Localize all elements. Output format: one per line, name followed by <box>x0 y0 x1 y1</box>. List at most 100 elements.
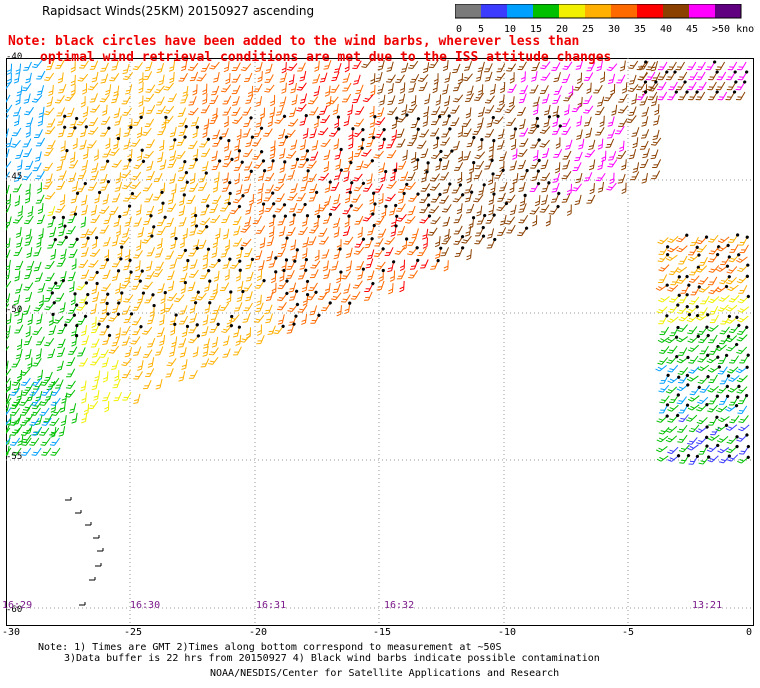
wind-barb <box>497 128 505 140</box>
wind-barb <box>658 384 670 393</box>
wind-barb <box>82 148 89 160</box>
wind-barb <box>410 95 417 107</box>
wind-barb <box>333 226 340 238</box>
wind-barb <box>231 62 241 72</box>
wind-barb <box>37 282 46 293</box>
wind-barb <box>347 104 354 116</box>
wind-barb <box>308 282 318 292</box>
wind-barb <box>66 225 76 235</box>
wind-barb <box>399 259 405 271</box>
wind-barb <box>219 302 230 311</box>
wind-barb <box>121 336 130 346</box>
wind-barb <box>616 150 627 159</box>
wind-barb <box>108 312 120 322</box>
wind-barb <box>226 290 233 304</box>
wind-barb <box>113 214 122 228</box>
wind-barb <box>67 212 78 224</box>
wind-barb <box>344 301 352 315</box>
wind-barb <box>211 336 219 348</box>
wind-barb <box>242 106 252 116</box>
wind-map <box>6 58 754 626</box>
wind-barb <box>79 60 89 69</box>
wind-barb <box>81 247 89 257</box>
wind-barb <box>25 117 34 128</box>
wind-barb <box>417 74 429 82</box>
wind-barb <box>11 358 21 368</box>
wind-barb <box>220 84 232 93</box>
wind-barb <box>24 236 33 246</box>
wind-barb <box>405 181 416 190</box>
wind-barb <box>430 216 441 225</box>
wind-barb <box>519 138 529 147</box>
wind-barb <box>142 281 153 290</box>
wind-barb <box>120 280 131 289</box>
wind-barb <box>69 403 77 414</box>
wind-barb <box>248 194 254 206</box>
wind-barb <box>487 228 495 239</box>
wind-barb <box>530 116 539 129</box>
wind-barb <box>259 237 266 249</box>
wind-barb <box>212 304 221 315</box>
wind-barb <box>209 313 218 323</box>
wind-barb <box>149 303 156 317</box>
wind-barb <box>310 313 321 324</box>
wind-barb <box>158 74 165 86</box>
wind-barb <box>6 293 11 304</box>
wind-barb <box>287 192 298 201</box>
wind-barb <box>236 129 242 141</box>
wind-barb <box>485 213 496 224</box>
wind-barb <box>13 294 21 306</box>
wind-barb <box>161 115 168 129</box>
wind-barb <box>737 294 750 304</box>
colorbar-swatch <box>689 4 715 18</box>
wind-barb <box>302 237 310 248</box>
wind-barb <box>46 118 56 128</box>
wind-barb <box>583 95 593 105</box>
wind-barb <box>231 107 241 116</box>
wind-barb <box>450 117 460 127</box>
wind-barb <box>32 162 42 172</box>
wind-barb <box>279 268 286 282</box>
wind-barb <box>98 312 110 322</box>
wind-barb <box>111 193 121 203</box>
wind-barb <box>111 269 121 282</box>
wind-barb <box>130 336 141 345</box>
wind-barb <box>341 294 351 303</box>
wind-barb <box>113 85 120 97</box>
wind-barb <box>80 325 88 337</box>
wind-barb <box>78 259 89 268</box>
wind-barb <box>189 172 196 185</box>
wind-barb <box>578 138 585 150</box>
wind-barb <box>111 93 119 104</box>
wind-barb <box>641 106 650 117</box>
wind-barb <box>114 115 122 126</box>
wind-barb <box>114 181 123 192</box>
wind-barb <box>728 233 740 244</box>
wind-barb <box>131 279 142 290</box>
wind-barb <box>517 226 529 237</box>
wind-barb <box>519 168 529 180</box>
wind-barb <box>268 256 278 268</box>
wind-barb <box>717 366 728 375</box>
wind-barb <box>121 227 130 238</box>
wind-barb <box>286 259 297 270</box>
wind-barb <box>317 291 328 300</box>
wind-barb <box>169 173 177 184</box>
wind-barb <box>441 235 452 245</box>
wind-barb <box>36 236 42 248</box>
wind-barb <box>344 214 351 228</box>
wind-barb <box>200 104 210 114</box>
wind-barb <box>92 291 100 303</box>
colorbar-label: 0 <box>456 24 462 34</box>
wind-barb <box>169 126 177 138</box>
wind-barb <box>24 291 33 303</box>
wind-barb <box>277 279 289 290</box>
wind-barb <box>64 313 76 324</box>
wind-barb <box>617 173 626 184</box>
wind-barb <box>278 173 286 184</box>
wind-barb <box>178 216 187 227</box>
wind-barb <box>243 302 254 312</box>
wind-barb <box>102 371 109 383</box>
wind-barb <box>736 334 748 342</box>
wind-barb <box>76 117 88 126</box>
